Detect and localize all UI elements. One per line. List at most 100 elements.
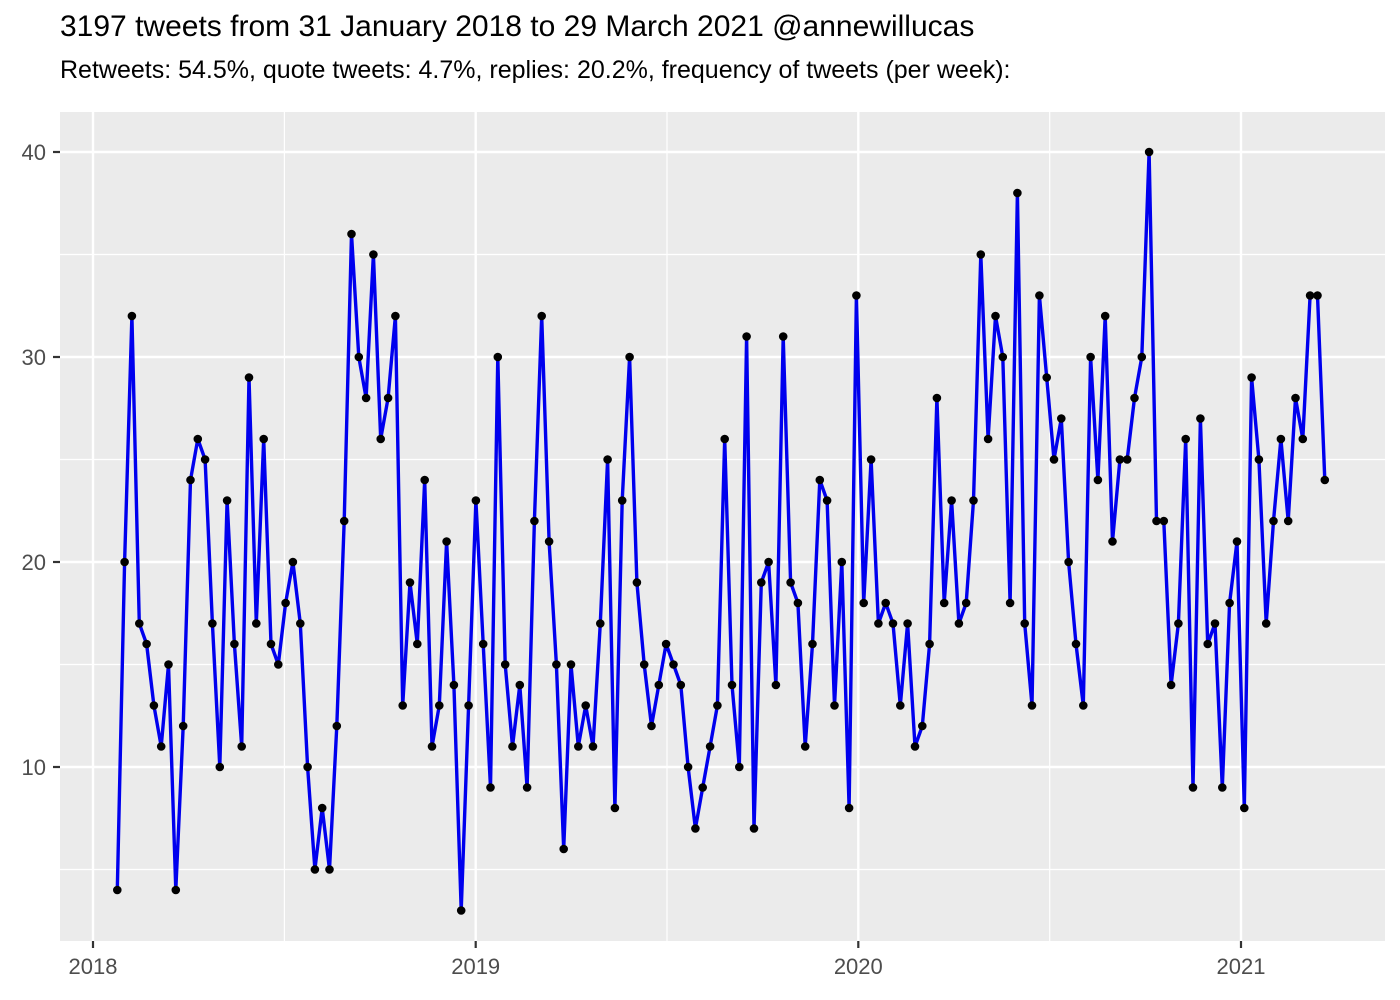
y-axis-label: 30 <box>22 345 46 370</box>
data-point <box>632 578 642 587</box>
data-point <box>1298 434 1308 444</box>
data-point <box>991 311 1000 321</box>
data-point <box>874 619 883 628</box>
data-point <box>603 455 612 464</box>
data-point <box>1305 291 1315 300</box>
data-point <box>742 332 751 341</box>
data-point <box>669 660 678 669</box>
data-point <box>486 783 495 792</box>
data-point <box>317 803 327 813</box>
data-point <box>844 803 854 813</box>
data-point <box>1269 516 1278 526</box>
data-point <box>925 639 934 649</box>
data-point <box>1042 373 1051 382</box>
data-point <box>764 557 773 567</box>
data-point <box>859 598 868 608</box>
data-point <box>1027 701 1037 710</box>
data-point <box>947 496 956 505</box>
data-point <box>1130 393 1139 403</box>
data-point <box>705 742 715 751</box>
data-point <box>1181 434 1190 444</box>
data-point <box>559 844 568 854</box>
data-point <box>910 742 920 751</box>
data-point <box>478 639 488 649</box>
data-point <box>1159 516 1169 526</box>
data-point <box>647 721 656 731</box>
data-point <box>544 537 554 546</box>
data-point <box>456 906 466 915</box>
data-point <box>735 762 744 772</box>
data-point <box>325 865 334 874</box>
data-point <box>1203 639 1212 649</box>
data-point <box>193 434 203 444</box>
data-point <box>1137 352 1147 362</box>
y-axis-label: 10 <box>22 755 46 780</box>
data-point <box>274 660 283 669</box>
data-point <box>661 639 671 649</box>
data-point <box>815 475 825 485</box>
data-point <box>1020 619 1029 628</box>
data-point <box>552 660 561 669</box>
data-point <box>830 701 839 710</box>
data-point <box>413 639 422 649</box>
y-axis-label: 20 <box>22 550 46 575</box>
data-point <box>1079 701 1088 710</box>
data-point <box>566 660 576 669</box>
data-point <box>1100 311 1110 321</box>
data-point <box>464 701 473 710</box>
data-point <box>354 352 364 362</box>
data-point <box>164 660 173 669</box>
data-point <box>596 619 605 628</box>
data-point <box>639 660 649 669</box>
data-point <box>683 762 693 772</box>
data-point <box>1240 803 1249 813</box>
data-point <box>837 557 847 567</box>
data-point <box>120 557 129 567</box>
data-point <box>1057 414 1066 423</box>
data-point <box>778 332 788 341</box>
data-point <box>939 598 949 608</box>
data-point <box>222 496 232 505</box>
x-axis-label: 2018 <box>69 954 118 979</box>
data-point <box>1108 537 1117 546</box>
data-point <box>339 516 349 526</box>
x-axis-label: 2020 <box>834 954 883 979</box>
data-point <box>881 598 890 608</box>
data-point <box>200 455 210 464</box>
data-point <box>1174 619 1183 628</box>
data-point <box>383 393 393 403</box>
data-point <box>398 701 408 710</box>
data-point <box>391 311 400 321</box>
data-point <box>442 537 451 546</box>
data-point <box>186 475 195 485</box>
data-point <box>405 578 415 587</box>
data-point <box>500 660 510 669</box>
data-point <box>142 639 151 649</box>
data-point <box>449 680 459 690</box>
x-axis-label: 2021 <box>1217 954 1266 979</box>
data-point <box>251 619 261 628</box>
data-point <box>135 619 144 628</box>
data-point <box>1218 783 1227 792</box>
data-point <box>127 311 137 321</box>
data-point <box>932 393 942 403</box>
data-point <box>215 762 225 772</box>
data-point <box>1254 455 1264 464</box>
data-point <box>654 680 664 690</box>
data-point <box>969 496 978 505</box>
data-point <box>230 639 239 649</box>
data-point <box>896 701 905 710</box>
data-point <box>508 742 517 751</box>
data-point <box>588 742 598 751</box>
data-point <box>1093 475 1103 485</box>
data-point <box>113 885 122 895</box>
data-point <box>822 496 832 505</box>
data-point <box>749 824 759 833</box>
data-point <box>786 578 795 587</box>
data-point <box>1115 455 1125 464</box>
data-point <box>976 250 986 259</box>
data-point <box>208 619 217 628</box>
data-point <box>866 455 876 464</box>
data-point <box>1188 783 1198 792</box>
